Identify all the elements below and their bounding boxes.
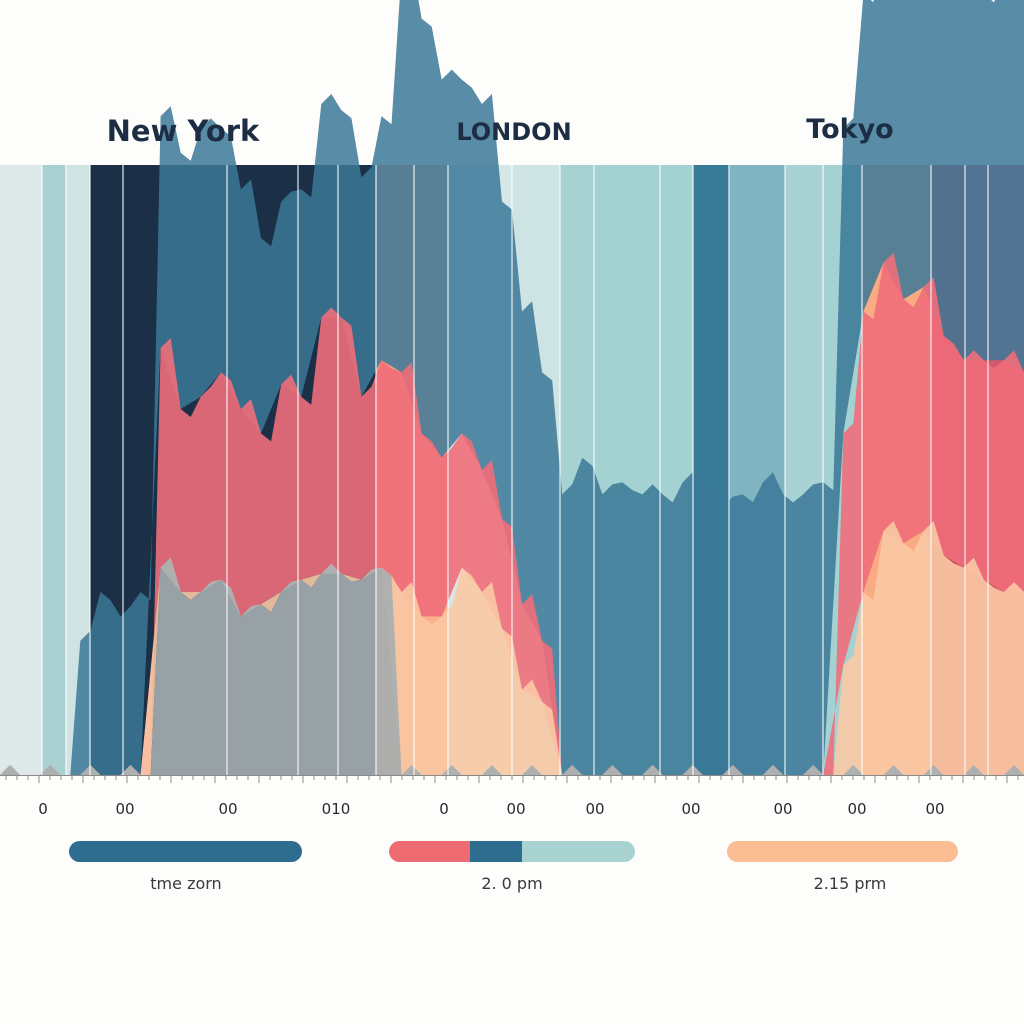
x-tick-label: 00 (218, 800, 238, 818)
city-title-new-york: New York (106, 114, 260, 148)
legend-caption-tokyo: 2.15 prm (813, 874, 887, 893)
legend-caption-new-york: tme zorn (150, 874, 222, 893)
background-band (42, 165, 66, 775)
legend-bar-new-york (69, 841, 302, 862)
legend-bar-segment (521, 841, 635, 862)
x-tick-label: 00 (773, 800, 793, 818)
x-tick-label: 010 (321, 800, 351, 818)
legend-bar-london (389, 841, 635, 862)
legend-bar-tokyo (727, 841, 958, 862)
series-area (0, 557, 1024, 775)
x-tick-label: 0 (439, 800, 449, 818)
legend-bar-segment (727, 841, 958, 862)
x-axis (0, 775, 1024, 783)
legend-bar-segment (69, 841, 302, 862)
x-tick-label: 00 (847, 800, 867, 818)
city-time-chart (0, 0, 1024, 783)
background-band (0, 165, 42, 775)
x-tick-label: 00 (681, 800, 701, 818)
legend-caption-london: 2. 0 pm (481, 874, 543, 893)
band-dividers (41, 165, 989, 775)
x-tick-label: 00 (115, 800, 135, 818)
x-tick-label: 00 (925, 800, 945, 818)
city-title-london: LONDON (456, 118, 572, 146)
city-title-tokyo: Tokyo (806, 114, 894, 145)
legend-bar-segment (470, 841, 522, 862)
x-tick-label: 00 (506, 800, 526, 818)
x-tick-label: 00 (585, 800, 605, 818)
series-area (0, 252, 1024, 776)
x-tick-label: 0 (38, 800, 48, 818)
legend-bar-segment (389, 841, 471, 862)
